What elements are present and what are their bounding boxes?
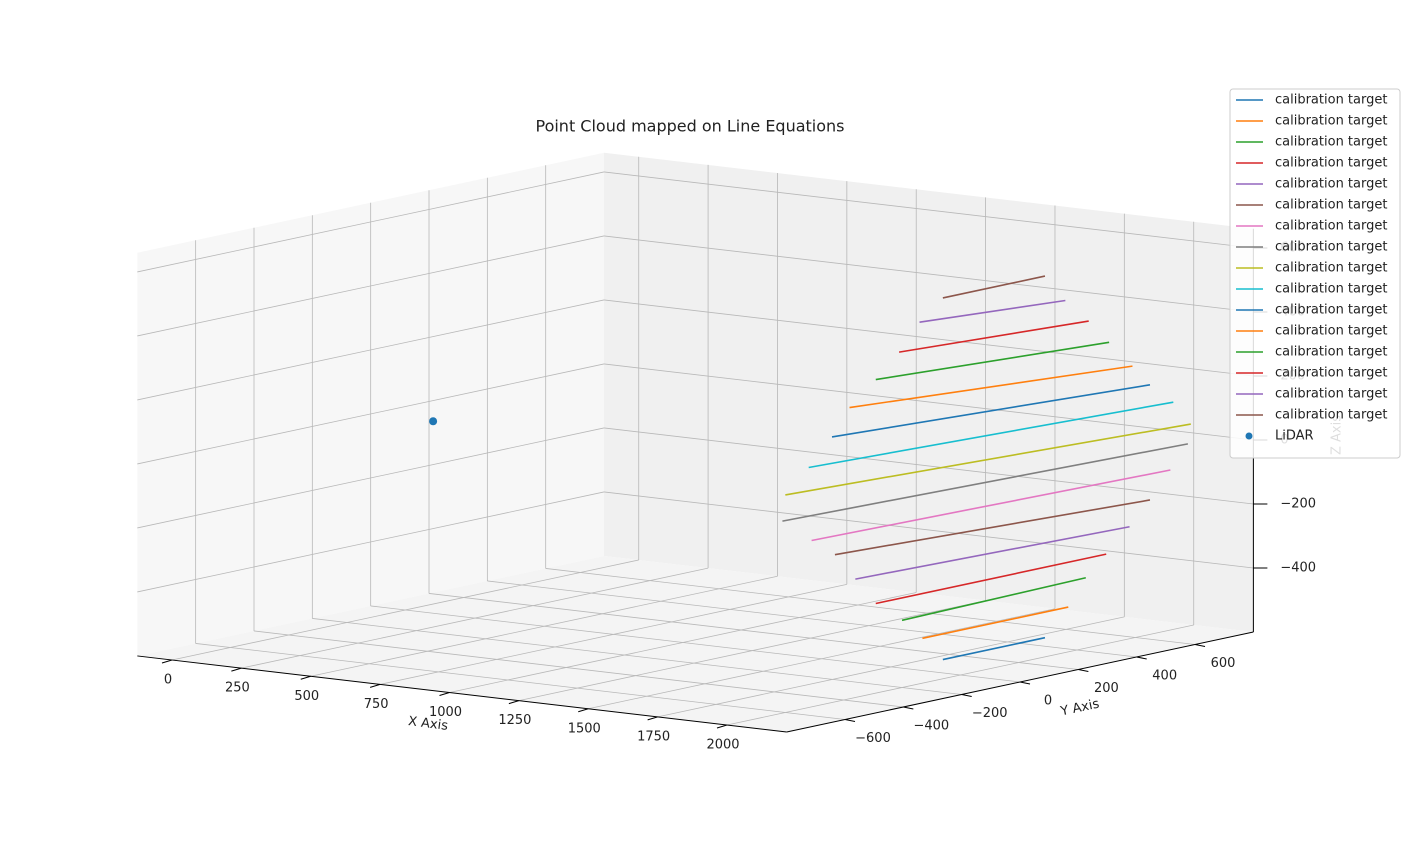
target-line xyxy=(834,499,1151,556)
y-tick xyxy=(1194,643,1206,647)
x-tick xyxy=(578,708,589,713)
grid-line xyxy=(137,235,605,337)
grid-line xyxy=(312,618,962,695)
lidar-point xyxy=(429,417,438,426)
grid-line xyxy=(603,299,1254,377)
grid-line xyxy=(603,171,1254,249)
legend-label: calibration target xyxy=(1275,219,1387,234)
y-axis-label: Y Axis xyxy=(1058,697,1101,720)
y-tick-label: −600 xyxy=(855,731,891,746)
legend-label: calibration target xyxy=(1275,324,1387,339)
legend-label: calibration target xyxy=(1275,156,1387,171)
x-tick-label: 1500 xyxy=(568,721,601,736)
target-line xyxy=(922,606,1069,640)
target-line xyxy=(785,423,1191,496)
grid-line xyxy=(603,427,1254,505)
grid-line xyxy=(195,643,846,720)
x-tick xyxy=(716,724,728,729)
z-tick-label: −200 xyxy=(1280,496,1316,511)
target-line xyxy=(898,320,1089,353)
y-tick xyxy=(1078,668,1089,672)
x-tick xyxy=(369,683,381,688)
grid-line xyxy=(253,630,904,708)
grid-line xyxy=(137,491,605,593)
legend-label: calibration target xyxy=(1275,240,1387,255)
x-tick-label: 0 xyxy=(164,673,172,688)
x-tick-label: 1250 xyxy=(498,713,531,728)
grid-line xyxy=(137,299,605,401)
legend-label: calibration target xyxy=(1275,198,1387,213)
target-line xyxy=(849,365,1133,409)
legend-swatch xyxy=(1245,432,1253,440)
y-tick xyxy=(961,693,972,697)
grid-line xyxy=(428,593,1079,670)
y-axis xyxy=(786,631,1254,733)
grid-line xyxy=(137,427,605,529)
legend-label: calibration target xyxy=(1275,387,1387,402)
y-tick-label: 0 xyxy=(1044,693,1052,708)
legend-label: calibration target xyxy=(1275,135,1387,150)
grid-line xyxy=(487,580,1137,658)
legend-label: calibration target xyxy=(1275,408,1387,423)
x-tick xyxy=(300,675,311,680)
legend-label: LiDAR xyxy=(1275,429,1314,444)
target-line xyxy=(811,469,1171,542)
legend-label: calibration target xyxy=(1275,177,1387,192)
legend-label: calibration target xyxy=(1275,93,1387,108)
grid-line xyxy=(603,491,1254,569)
target-line xyxy=(901,576,1086,622)
legend-label: calibration target xyxy=(1275,261,1387,276)
y-tick-label: −400 xyxy=(913,718,949,733)
y-tick-label: 200 xyxy=(1094,681,1119,696)
legend-box xyxy=(1229,88,1401,459)
x-tick xyxy=(231,667,242,672)
grid-line xyxy=(137,363,605,465)
x-tick xyxy=(647,716,658,721)
x-tick xyxy=(161,659,173,664)
grid-line xyxy=(370,605,1021,683)
x-tick xyxy=(508,700,520,705)
y-tick xyxy=(1136,656,1147,660)
pane-back xyxy=(604,152,1254,632)
legend-label: calibration target xyxy=(1275,303,1387,318)
y-tick xyxy=(903,706,914,710)
grid-line xyxy=(137,171,605,273)
x-tick xyxy=(439,692,450,696)
target-line xyxy=(875,341,1110,381)
target-line xyxy=(942,636,1046,661)
grid-line xyxy=(545,568,1196,645)
legend-label: calibration target xyxy=(1275,366,1387,381)
grid-line xyxy=(603,235,1254,313)
legend-label: calibration target xyxy=(1275,282,1387,297)
target-line xyxy=(782,443,1189,522)
target-line xyxy=(855,525,1130,580)
target-line xyxy=(808,401,1174,469)
y-tick xyxy=(844,718,856,722)
x-tick-label: 250 xyxy=(225,681,250,696)
x-tick-label: 500 xyxy=(294,689,319,704)
x-tick-label: 2000 xyxy=(706,738,739,753)
target-line xyxy=(875,553,1107,605)
target-line xyxy=(831,383,1151,438)
x-tick-label: 1000 xyxy=(429,705,462,720)
legend-label: calibration target xyxy=(1275,345,1387,360)
y-tick xyxy=(1019,681,1031,685)
x-tick-label: 1750 xyxy=(637,729,670,744)
x-axis-label: X Axis xyxy=(407,714,449,734)
y-tick-label: 600 xyxy=(1211,656,1236,671)
target-line xyxy=(942,275,1046,299)
x-axis xyxy=(137,655,787,733)
y-tick-label: −200 xyxy=(972,706,1008,721)
x-tick-label: 750 xyxy=(364,697,389,712)
chart-title: Point Cloud mapped on Line Equations xyxy=(535,117,844,136)
z-tick-label: −400 xyxy=(1280,560,1316,575)
grid-line xyxy=(603,363,1254,441)
y-tick-label: 400 xyxy=(1152,668,1177,683)
legend-label: calibration target xyxy=(1275,114,1387,129)
target-line xyxy=(919,299,1066,323)
